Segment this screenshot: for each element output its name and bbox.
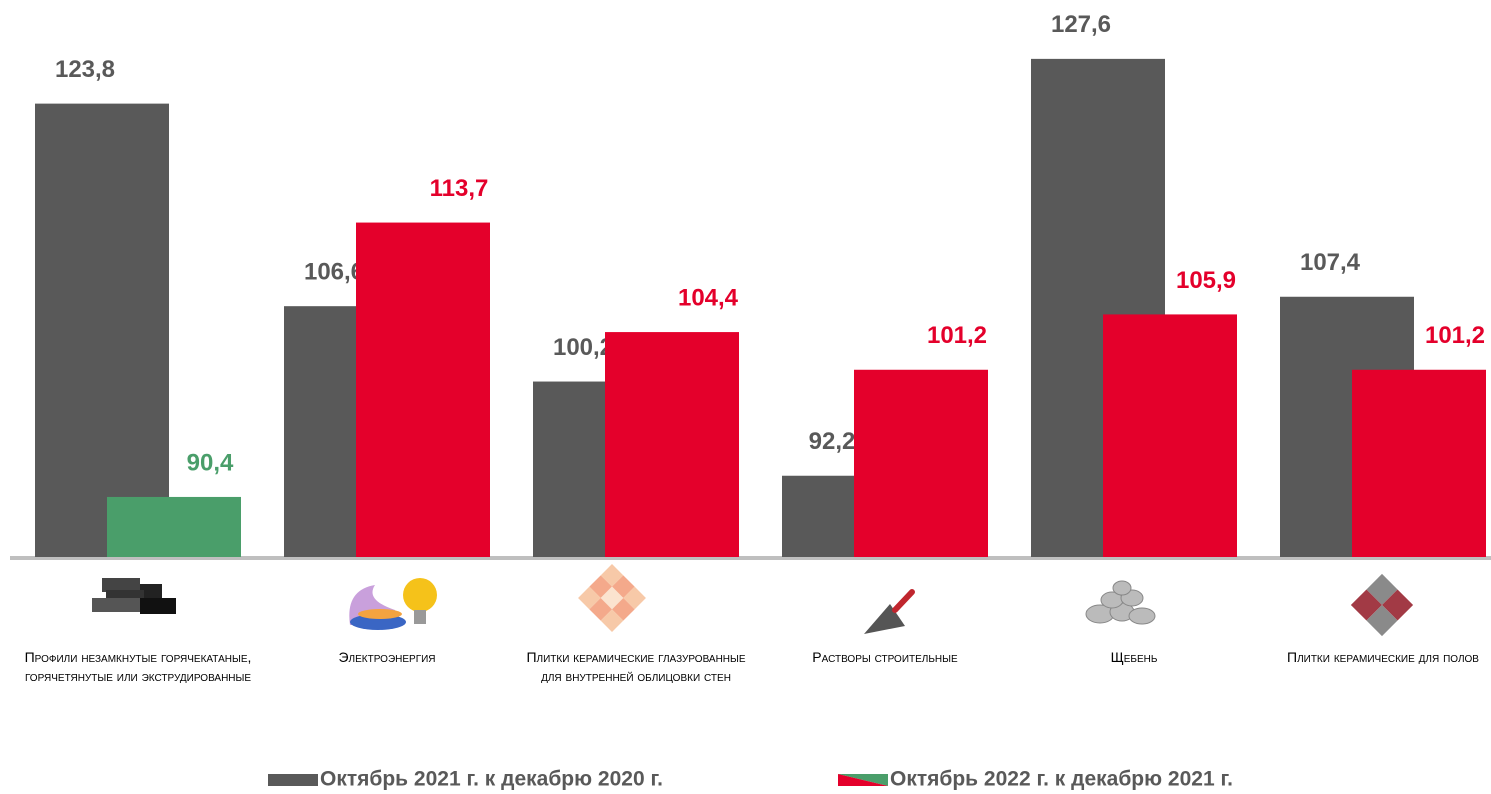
bar [1103,314,1237,557]
legend-label: Октябрь 2022 г. к декабрю 2021 г. [890,768,1233,791]
value-label: 123,8 [55,56,115,83]
bar [356,222,490,557]
bar [107,496,241,557]
bar [35,103,169,558]
value-label: 127,6 [1051,11,1111,38]
legend-swatch [838,774,888,786]
value-label: 105,9 [1176,267,1236,294]
value-label: 101,2 [1425,322,1485,349]
value-label: 101,2 [927,322,987,349]
bar [854,369,988,557]
legend-swatch [268,774,318,786]
category-label: Электроэнергия [338,649,436,665]
icon-floor-tiles [1350,573,1414,637]
value-label: 113,7 [430,175,489,202]
value-label: 104,4 [678,284,739,311]
value-label: 100,2 [553,334,613,361]
value-label: 106,6 [304,259,364,286]
bar [605,332,739,557]
value-label: 90,4 [187,449,234,476]
bar [1352,369,1486,557]
icon-wall-tiles [578,564,646,632]
category-label: Растворы строительные [812,649,958,665]
icon-gravel [1085,580,1156,625]
category-label: Щебень [1110,649,1158,665]
category-label: Плитки керамические глазурованные для вн… [526,649,746,684]
legend-label: Октябрь 2021 г. к декабрю 2020 г. [320,768,663,791]
category-label: Профили незамкнутые горячекатаные, горяч… [24,649,252,684]
value-label: 92,2 [809,428,856,455]
icon-electricity [349,578,437,630]
icons [92,564,1414,637]
value-label: 107,4 [1300,249,1361,276]
icon-profiles [92,578,176,614]
icon-trowel [864,589,915,634]
category-label: Плитки керамические для полов [1287,649,1479,665]
